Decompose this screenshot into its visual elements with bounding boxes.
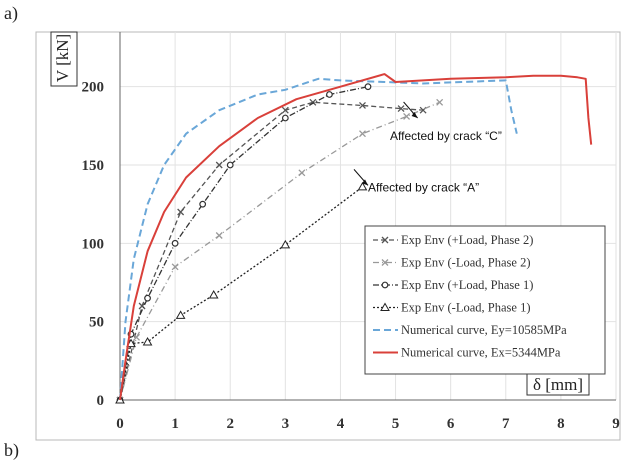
series-6 bbox=[119, 73, 593, 401]
chart-axes: 0 1 2 3 4 5 6 7 8 9 0 50 100 150 200 bbox=[82, 32, 620, 432]
annotation-layer: Affected by crack “C” Affected by crack “… bbox=[353, 101, 502, 195]
x-tick-label: 0 bbox=[116, 416, 124, 432]
panel-label-a: a) bbox=[4, 3, 18, 23]
data-point bbox=[226, 161, 234, 169]
x-tick-label: 8 bbox=[557, 416, 565, 432]
data-point bbox=[281, 114, 289, 122]
y-tick-label: 150 bbox=[82, 158, 105, 174]
x-tick-label: 1 bbox=[171, 416, 179, 432]
legend-marker bbox=[381, 281, 389, 289]
data-point bbox=[133, 333, 140, 341]
data-point bbox=[215, 232, 223, 239]
legend: Exp Env (+Load, Phase 2) Exp Env (-Load, … bbox=[364, 225, 606, 375]
y-tick-label: 100 bbox=[82, 236, 105, 252]
series-layer bbox=[115, 73, 593, 404]
legend-entry: Exp Env (+Load, Phase 2) bbox=[373, 233, 533, 247]
legend-entry: Numerical curve, Ex=5344MPa bbox=[373, 346, 561, 360]
data-point bbox=[280, 239, 291, 249]
annotation-text: Affected by crack “A” bbox=[368, 181, 479, 195]
data-point bbox=[357, 181, 368, 191]
annotation: Affected by crack “A” bbox=[353, 169, 479, 195]
data-point bbox=[298, 169, 306, 177]
legend-entry: Exp Env (-Load, Phase 1) bbox=[373, 301, 530, 315]
y-tick-label: 50 bbox=[89, 315, 104, 331]
data-point bbox=[171, 239, 179, 247]
annotation-text: Affected by crack “C” bbox=[390, 129, 502, 143]
x-tick-label: 4 bbox=[337, 416, 345, 432]
data-point bbox=[364, 83, 372, 91]
x-tick-label: 7 bbox=[502, 416, 510, 432]
series-line bbox=[119, 73, 593, 401]
legend-entry: Exp Env (+Load, Phase 1) bbox=[373, 278, 533, 292]
annotation: Affected by crack “C” bbox=[390, 101, 502, 143]
data-point bbox=[138, 302, 146, 310]
legend-marker bbox=[381, 259, 389, 266]
legend-entry: Exp Env (-Load, Phase 2) bbox=[373, 256, 530, 270]
data-point bbox=[144, 294, 151, 302]
legend-label: Exp Env (-Load, Phase 1) bbox=[401, 301, 530, 315]
data-point bbox=[215, 161, 223, 169]
data-point bbox=[208, 290, 219, 299]
data-point bbox=[397, 105, 405, 113]
legend-label: Numerical curve, Ex=5344MPa bbox=[401, 346, 561, 360]
panel-label-b: b) bbox=[4, 440, 19, 460]
legend-label: Numerical curve, Ey=10585MPa bbox=[401, 323, 567, 337]
data-point bbox=[403, 112, 411, 120]
legend-box bbox=[364, 225, 606, 375]
x-tick-label: 9 bbox=[612, 416, 620, 432]
data-point bbox=[359, 102, 366, 109]
legend-marker bbox=[380, 302, 390, 311]
legend-label: Exp Env (-Load, Phase 2) bbox=[401, 256, 530, 270]
data-point bbox=[171, 263, 179, 271]
data-point bbox=[281, 106, 289, 114]
y-axis-label-box bbox=[50, 31, 78, 87]
legend-marker bbox=[381, 236, 389, 244]
legend-label: Exp Env (+Load, Phase 2) bbox=[401, 233, 533, 247]
legend-entry: Numerical curve, Ey=10585MPa bbox=[373, 323, 567, 337]
data-point bbox=[326, 91, 333, 98]
series-line bbox=[119, 77, 518, 401]
series-5 bbox=[119, 77, 518, 401]
data-point bbox=[436, 98, 444, 106]
annotation-arrowhead bbox=[411, 112, 418, 118]
x-tick-label: 5 bbox=[392, 416, 400, 432]
y-axis-label: V [kN] bbox=[53, 34, 72, 82]
annotation-arrowhead bbox=[362, 179, 368, 186]
legend-label: Exp Env (+Load, Phase 1) bbox=[401, 278, 533, 292]
series-line bbox=[119, 86, 369, 401]
x-tick-label: 3 bbox=[282, 416, 290, 432]
data-point bbox=[142, 337, 153, 346]
data-point bbox=[175, 310, 186, 319]
y-tick-label: 0 bbox=[97, 393, 105, 409]
x-tick-label: 2 bbox=[226, 416, 234, 432]
data-point bbox=[199, 200, 207, 208]
series-4 bbox=[115, 181, 368, 404]
data-point bbox=[359, 130, 366, 138]
series-line bbox=[119, 101, 440, 401]
x-tick-label: 6 bbox=[447, 416, 455, 432]
data-point bbox=[177, 208, 185, 216]
y-tick-label: 200 bbox=[82, 80, 105, 96]
x-axis-label: δ [mm] bbox=[533, 375, 583, 394]
